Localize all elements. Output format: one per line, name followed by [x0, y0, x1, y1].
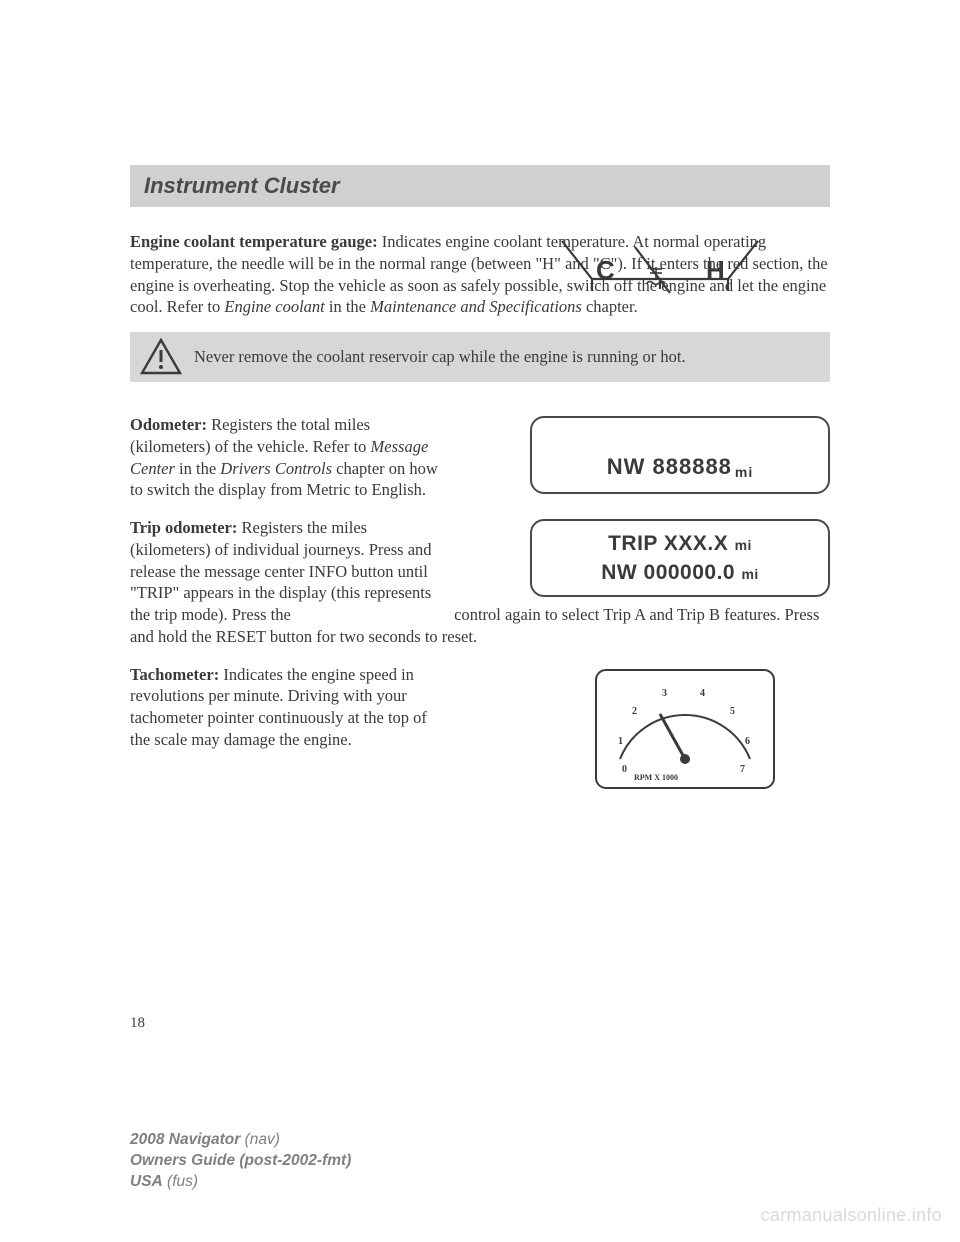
- temperature-gauge-icon: C H: [550, 235, 770, 305]
- page-content: Instrument Cluster C H Engine coolant te…: [0, 0, 960, 751]
- tachometer-icon: 0 1 2 3 4 5 6 7 RPM X 1000: [590, 664, 780, 794]
- trip-display: TRIP XXX.X mi NW 000000.0 mi: [530, 519, 830, 597]
- warning-box: Never remove the coolant reservoir cap w…: [130, 332, 830, 382]
- odometer-text: Odometer: Registers the total miles (kil…: [130, 414, 450, 501]
- svg-text:3: 3: [662, 688, 667, 699]
- svg-text:5: 5: [730, 706, 735, 717]
- tachometer-section: 0 1 2 3 4 5 6 7 RPM X 1000 Tachometer: I…: [130, 664, 830, 751]
- odometer-section: NW 888888mi Odometer: Registers the tota…: [130, 414, 830, 501]
- watermark: carmanualsonline.info: [761, 1205, 942, 1226]
- svg-text:2: 2: [632, 706, 637, 717]
- odometer-display: NW 888888mi: [530, 416, 830, 494]
- trip-section: TRIP XXX.X mi NW 000000.0 mi Trip odomet…: [130, 517, 830, 648]
- page-number: 18: [130, 1015, 145, 1032]
- coolant-title: Engine coolant temperature gauge:: [130, 232, 378, 251]
- svg-text:7: 7: [740, 764, 745, 775]
- coolant-section: C H Engine coolant temperature gauge: In…: [130, 231, 830, 318]
- svg-text:RPM X 1000: RPM X 1000: [634, 773, 678, 782]
- section-header: Instrument Cluster: [130, 165, 830, 207]
- footer: 2008 Navigator (nav) Owners Guide (post-…: [130, 1130, 351, 1193]
- gauge-h-label: H: [706, 255, 725, 285]
- svg-text:0: 0: [622, 764, 627, 775]
- warning-icon: [140, 338, 182, 376]
- svg-text:1: 1: [618, 736, 623, 747]
- gauge-c-label: C: [596, 255, 615, 285]
- tachometer-text: Tachometer: Indicates the engine speed i…: [130, 664, 450, 751]
- svg-text:4: 4: [700, 688, 705, 699]
- section-title: Instrument Cluster: [144, 173, 816, 199]
- warning-text: Never remove the coolant reservoir cap w…: [194, 346, 686, 368]
- svg-text:6: 6: [745, 736, 750, 747]
